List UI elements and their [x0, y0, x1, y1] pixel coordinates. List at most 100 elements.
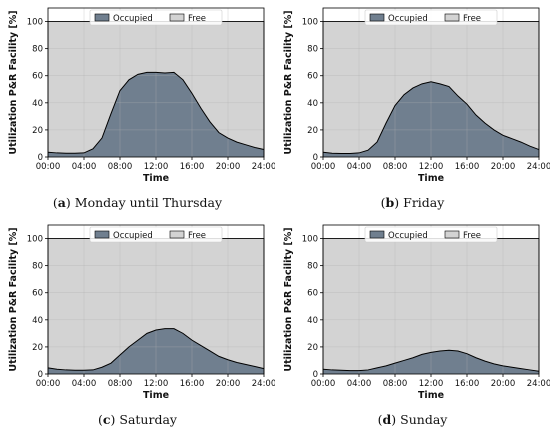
caption-letter-c: c	[102, 412, 111, 427]
free-area	[323, 21, 539, 154]
y-tick-label: 100	[27, 235, 43, 245]
x-tick-label: 24:00	[252, 379, 275, 389]
y-tick-label: 60	[307, 72, 318, 82]
x-tick-label: 12:00	[419, 162, 444, 172]
occupied-line	[322, 349, 540, 372]
y-axis-title: Utilization P&R Facility [%]	[8, 227, 19, 371]
y-tick-label: 0	[38, 153, 43, 163]
occupied-line	[47, 328, 265, 371]
x-axis-title: Time	[143, 173, 169, 184]
caption-b: (b) Friday	[380, 195, 445, 210]
y-tick-label: 40	[32, 316, 43, 326]
x-tick-label: 24:00	[527, 162, 550, 172]
legend-swatch-free	[169, 13, 185, 22]
legend-box	[89, 9, 223, 26]
x-tick-label: 16:00	[455, 162, 480, 172]
x-tick-label: 08:00	[108, 162, 133, 172]
chart-panel-c: 0 20 40 60 80 100 00:00 04:00 08:00 12:00 16:00 20:…	[0, 217, 275, 434]
y-tick-label: 100	[27, 18, 43, 28]
caption-text-d: Sunday	[400, 412, 448, 427]
x-tick-label: 12:00	[144, 379, 169, 389]
caption-text-b: Friday	[403, 195, 445, 210]
chart-svg-b: 0 20 40 60 80 100 00:00 04:00 08:00 12:00 16:00 20:…	[283, 7, 550, 184]
x-tick-label: 04:00	[347, 162, 372, 172]
legend-label-free: Free	[188, 231, 206, 241]
y-axis-title: Utilization P&R Facility [%]	[283, 227, 294, 371]
y-tick-label: 0	[313, 153, 318, 163]
legend-swatch-occupied	[369, 230, 385, 239]
caption-d: (d) Sunday	[377, 412, 448, 427]
legend-swatch-occupied	[94, 13, 110, 22]
legend-swatch-occupied	[369, 13, 385, 22]
x-tick-label: 04:00	[72, 379, 97, 389]
legend-label-occupied: Occupied	[388, 14, 428, 24]
legend-swatch-occupied	[94, 230, 110, 239]
x-tick-label: 16:00	[180, 379, 205, 389]
legend-label-free: Free	[188, 14, 206, 24]
x-tick-label: 00:00	[36, 379, 61, 389]
x-tick-label: 04:00	[347, 379, 372, 389]
x-tick-label: 00:00	[311, 162, 336, 172]
legend-swatch-free	[444, 13, 460, 22]
y-tick-label: 40	[307, 316, 318, 326]
legend-swatch-free	[169, 230, 185, 239]
y-tick-label: 80	[32, 262, 43, 272]
caption-letter-b: b	[385, 195, 395, 210]
legend-label-occupied: Occupied	[388, 231, 428, 241]
occupied-line	[47, 71, 265, 154]
x-tick-label: 08:00	[108, 379, 133, 389]
chart-panel-a: 0 20 40 60 80 100 00:00 04:00 08:00 12:00 16:00 20:…	[0, 0, 275, 217]
x-tick-label: 20:00	[491, 379, 516, 389]
y-tick-label: 100	[302, 235, 318, 245]
y-tick-label: 20	[32, 126, 43, 136]
y-tick-label: 20	[307, 126, 318, 136]
y-tick-label: 60	[307, 289, 318, 299]
caption-letter-a: a	[57, 195, 66, 210]
x-tick-label: 24:00	[527, 379, 550, 389]
caption-text-a: Monday until Thursday	[74, 195, 223, 210]
x-tick-label: 12:00	[419, 379, 444, 389]
y-tick-label: 80	[307, 45, 318, 55]
y-tick-label: 40	[307, 99, 318, 109]
y-axis-title: Utilization P&R Facility [%]	[283, 10, 294, 154]
y-axis-title: Utilization P&R Facility [%]	[8, 10, 19, 154]
y-tick-label: 20	[32, 343, 43, 353]
x-tick-label: 12:00	[144, 162, 169, 172]
y-tick-label: 0	[38, 370, 43, 380]
legend-label-free: Free	[463, 14, 481, 24]
x-tick-label: 00:00	[36, 162, 61, 172]
y-tick-label: 20	[307, 343, 318, 353]
legend-box	[364, 226, 498, 243]
legend-swatch-free	[444, 230, 460, 239]
occupied-line	[322, 81, 540, 154]
y-tick-label: 80	[32, 45, 43, 55]
legend-label-free: Free	[463, 231, 481, 241]
caption-text-c: Saturday	[119, 412, 177, 427]
chart-panel-d: 0 20 40 60 80 100 00:00 04:00 08:00 12:00 16:00 20:…	[275, 217, 550, 434]
y-tick-label: 60	[32, 72, 43, 82]
legend-label-occupied: Occupied	[113, 14, 153, 24]
chart-svg-c: 0 20 40 60 80 100 00:00 04:00 08:00 12:00 16:00 20:…	[8, 224, 275, 401]
x-tick-label: 04:00	[72, 162, 97, 172]
free-area	[48, 21, 264, 154]
x-axis-title: Time	[418, 173, 444, 184]
legend-label-occupied: Occupied	[113, 231, 153, 241]
x-tick-label: 16:00	[180, 162, 205, 172]
legend-box	[364, 9, 498, 26]
x-axis-title: Time	[143, 390, 169, 401]
caption-c: (c) Saturday	[98, 412, 177, 427]
y-tick-label: 100	[302, 18, 318, 28]
chart-svg-d: 0 20 40 60 80 100 00:00 04:00 08:00 12:00 16:00 20:…	[283, 224, 550, 401]
x-tick-label: 24:00	[252, 162, 275, 172]
y-tick-label: 60	[32, 289, 43, 299]
y-tick-label: 40	[32, 99, 43, 109]
y-tick-label: 80	[307, 262, 318, 272]
legend-box	[89, 226, 223, 243]
chart-svg-a: 0 20 40 60 80 100 00:00 04:00 08:00 12:00 16:00 20:…	[8, 7, 275, 184]
x-tick-label: 16:00	[455, 379, 480, 389]
caption-a: (a) Monday until Thursday	[52, 195, 223, 210]
x-tick-label: 20:00	[491, 162, 516, 172]
x-tick-label: 00:00	[311, 379, 336, 389]
x-tick-label: 20:00	[216, 379, 241, 389]
x-tick-label: 08:00	[383, 162, 408, 172]
